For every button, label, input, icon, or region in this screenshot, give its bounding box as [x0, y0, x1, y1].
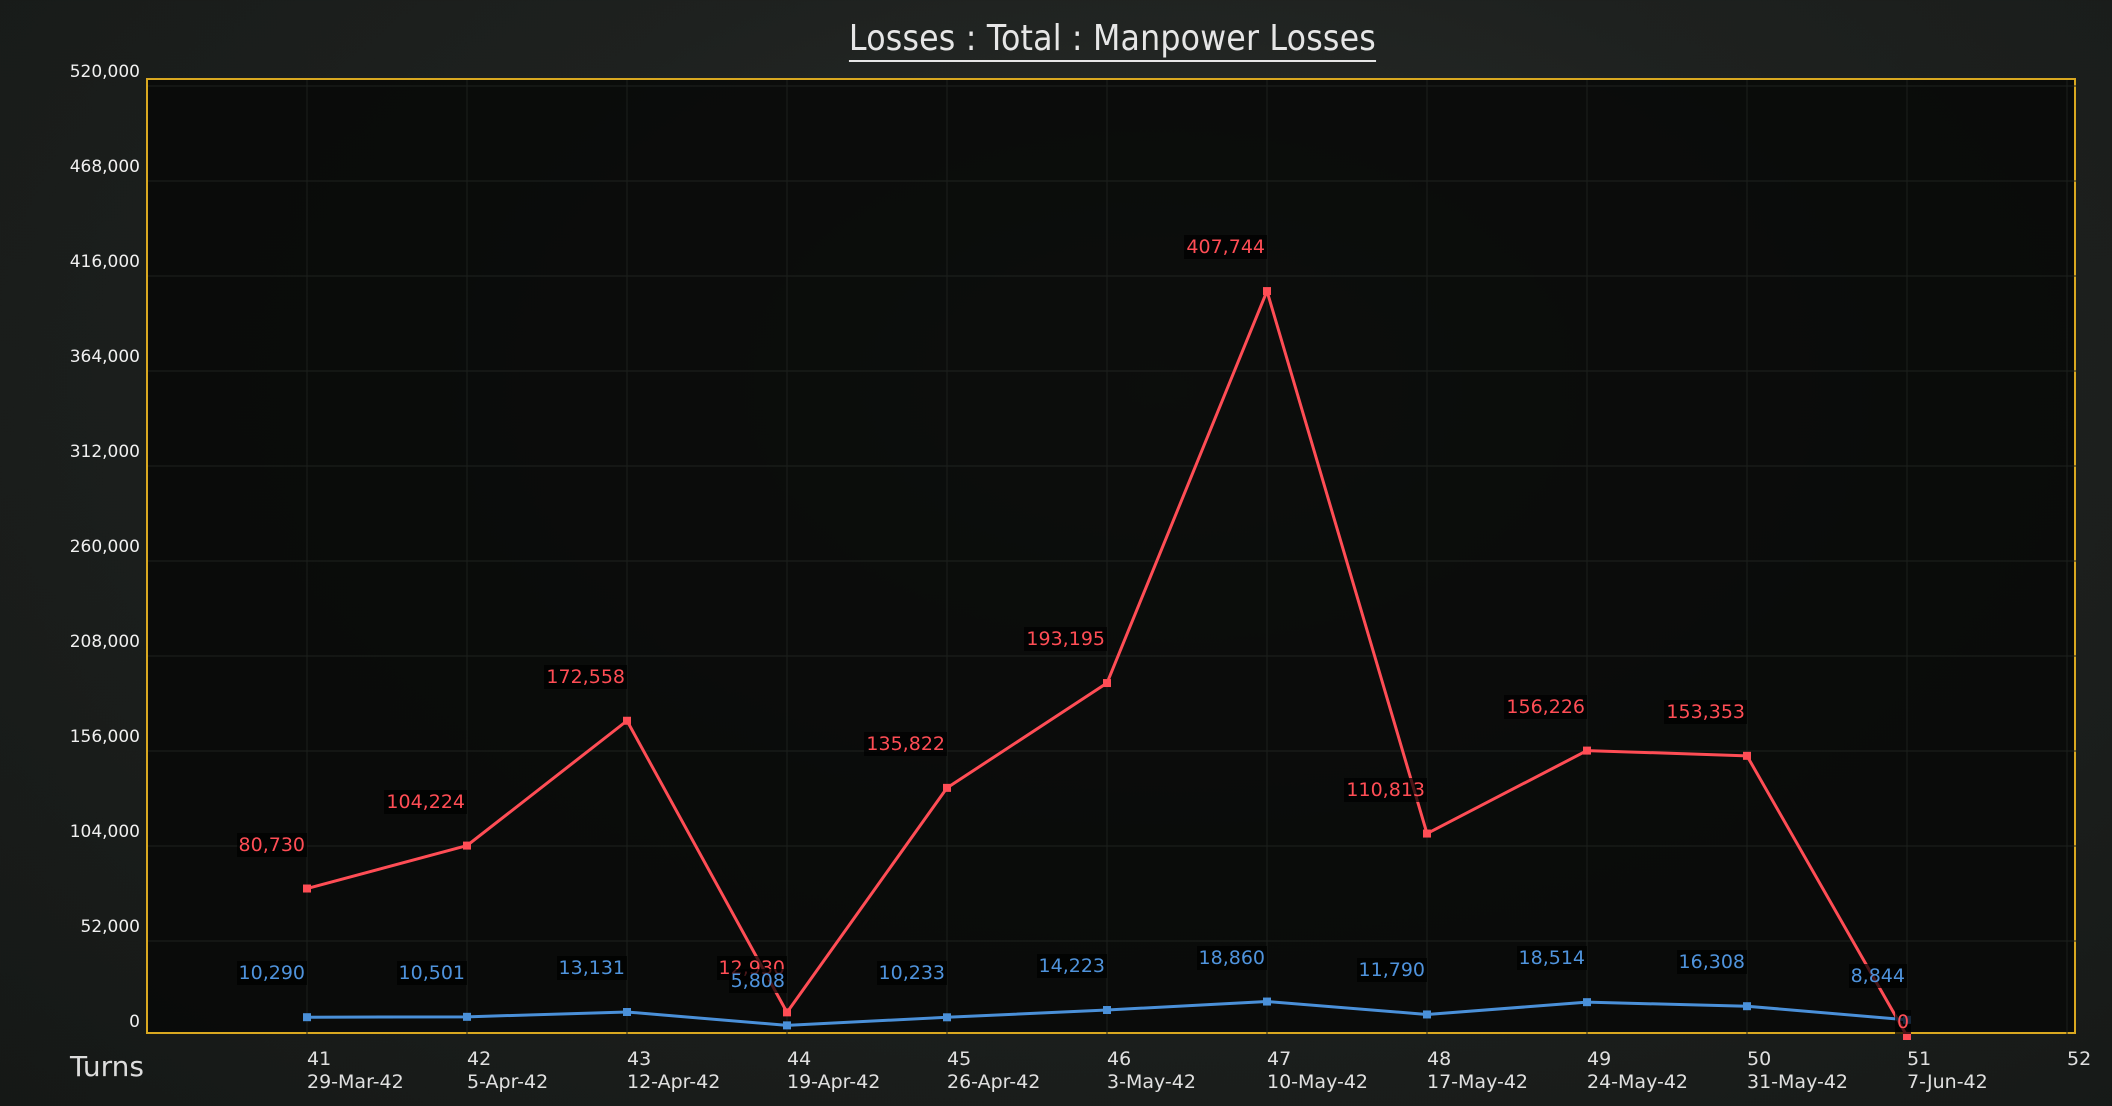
data-label: 172,558: [544, 664, 627, 689]
data-point-marker[interactable]: [783, 1008, 791, 1017]
data-label: 18,514: [1516, 946, 1587, 971]
x-tick-label: 47 10-May-42: [1267, 1048, 1369, 1093]
data-point-marker[interactable]: [1423, 1010, 1431, 1019]
data-label: 153,353: [1664, 699, 1747, 724]
data-label: 14,223: [1036, 954, 1107, 979]
data-point-marker[interactable]: [1903, 1032, 1911, 1040]
data-point-marker[interactable]: [1743, 1002, 1751, 1011]
data-label: 5,808: [728, 969, 787, 994]
data-label: 18,860: [1196, 945, 1267, 970]
y-tick-label: 416,000: [69, 252, 140, 272]
y-tick-label: 104,000: [69, 822, 140, 842]
data-point-marker[interactable]: [623, 1008, 631, 1017]
data-label: 0: [1895, 1010, 1912, 1034]
data-point-marker[interactable]: [1103, 679, 1111, 688]
data-point-marker[interactable]: [1583, 746, 1591, 755]
chart-title: Losses : Total : Manpower Losses: [0, 18, 2112, 62]
data-point-marker[interactable]: [943, 783, 951, 792]
x-tick-label: 41 29-Mar-42: [307, 1048, 404, 1093]
x-tick-label: 48 17-May-42: [1427, 1048, 1529, 1093]
data-point-marker[interactable]: [303, 1013, 311, 1022]
data-point-marker[interactable]: [943, 1013, 951, 1022]
data-point-marker[interactable]: [1263, 997, 1271, 1006]
data-label: 11,790: [1356, 958, 1427, 983]
chart-title-text: Losses : Total : Manpower Losses: [848, 18, 1376, 62]
data-point-marker[interactable]: [303, 884, 311, 893]
data-point-marker[interactable]: [783, 1021, 791, 1030]
x-tick-label: 43 12-Apr-42: [627, 1048, 721, 1093]
data-point-marker[interactable]: [1263, 287, 1271, 296]
x-tick-label: 49 24-May-42: [1587, 1048, 1689, 1093]
data-point-marker[interactable]: [463, 841, 471, 850]
data-point-marker[interactable]: [463, 1012, 471, 1021]
y-tick-label: 52,000: [80, 917, 140, 937]
x-tick-label: 42 5-Apr-42: [467, 1048, 549, 1093]
data-point-marker[interactable]: [623, 716, 631, 725]
data-label: 10,290: [236, 961, 307, 986]
data-label: 10,501: [396, 960, 467, 985]
y-tick-label: 520,000: [69, 62, 140, 82]
data-label: 135,822: [864, 731, 947, 756]
y-tick-label: 156,000: [69, 727, 140, 747]
y-tick-label: 468,000: [69, 157, 140, 177]
y-tick-label: 260,000: [69, 537, 140, 557]
x-tick-label: 44 19-Apr-42: [787, 1048, 881, 1093]
data-label: 156,226: [1504, 694, 1587, 719]
y-tick-label: 208,000: [69, 632, 140, 652]
data-label: 10,233: [876, 961, 947, 986]
x-axis-label: Turns: [70, 1050, 144, 1083]
y-tick-label: 364,000: [69, 347, 140, 367]
x-tick-label: 51 7-Jun-42: [1907, 1048, 1988, 1093]
data-point-marker[interactable]: [1743, 751, 1751, 760]
data-point-marker[interactable]: [1423, 829, 1431, 838]
y-tick-label: 0: [129, 1012, 140, 1032]
data-label: 407,744: [1184, 235, 1267, 260]
data-label: 110,813: [1344, 777, 1427, 802]
x-tick-label: 45 26-Apr-42: [947, 1048, 1041, 1093]
data-label: 104,224: [384, 789, 467, 814]
data-label: 8,844: [1848, 963, 1907, 988]
x-tick-label: 46 3-May-42: [1107, 1048, 1196, 1093]
plot-area: [146, 78, 2076, 1034]
data-label: 16,308: [1676, 950, 1747, 975]
data-point-marker[interactable]: [1583, 998, 1591, 1007]
x-tick-label: 50 31-May-42: [1747, 1048, 1849, 1093]
data-label: 193,195: [1024, 627, 1107, 652]
x-tick-label: 52: [2067, 1048, 2092, 1070]
data-label: 80,730: [236, 832, 307, 857]
data-label: 13,131: [556, 956, 627, 980]
y-tick-label: 312,000: [69, 442, 140, 462]
data-point-marker[interactable]: [1103, 1006, 1111, 1015]
